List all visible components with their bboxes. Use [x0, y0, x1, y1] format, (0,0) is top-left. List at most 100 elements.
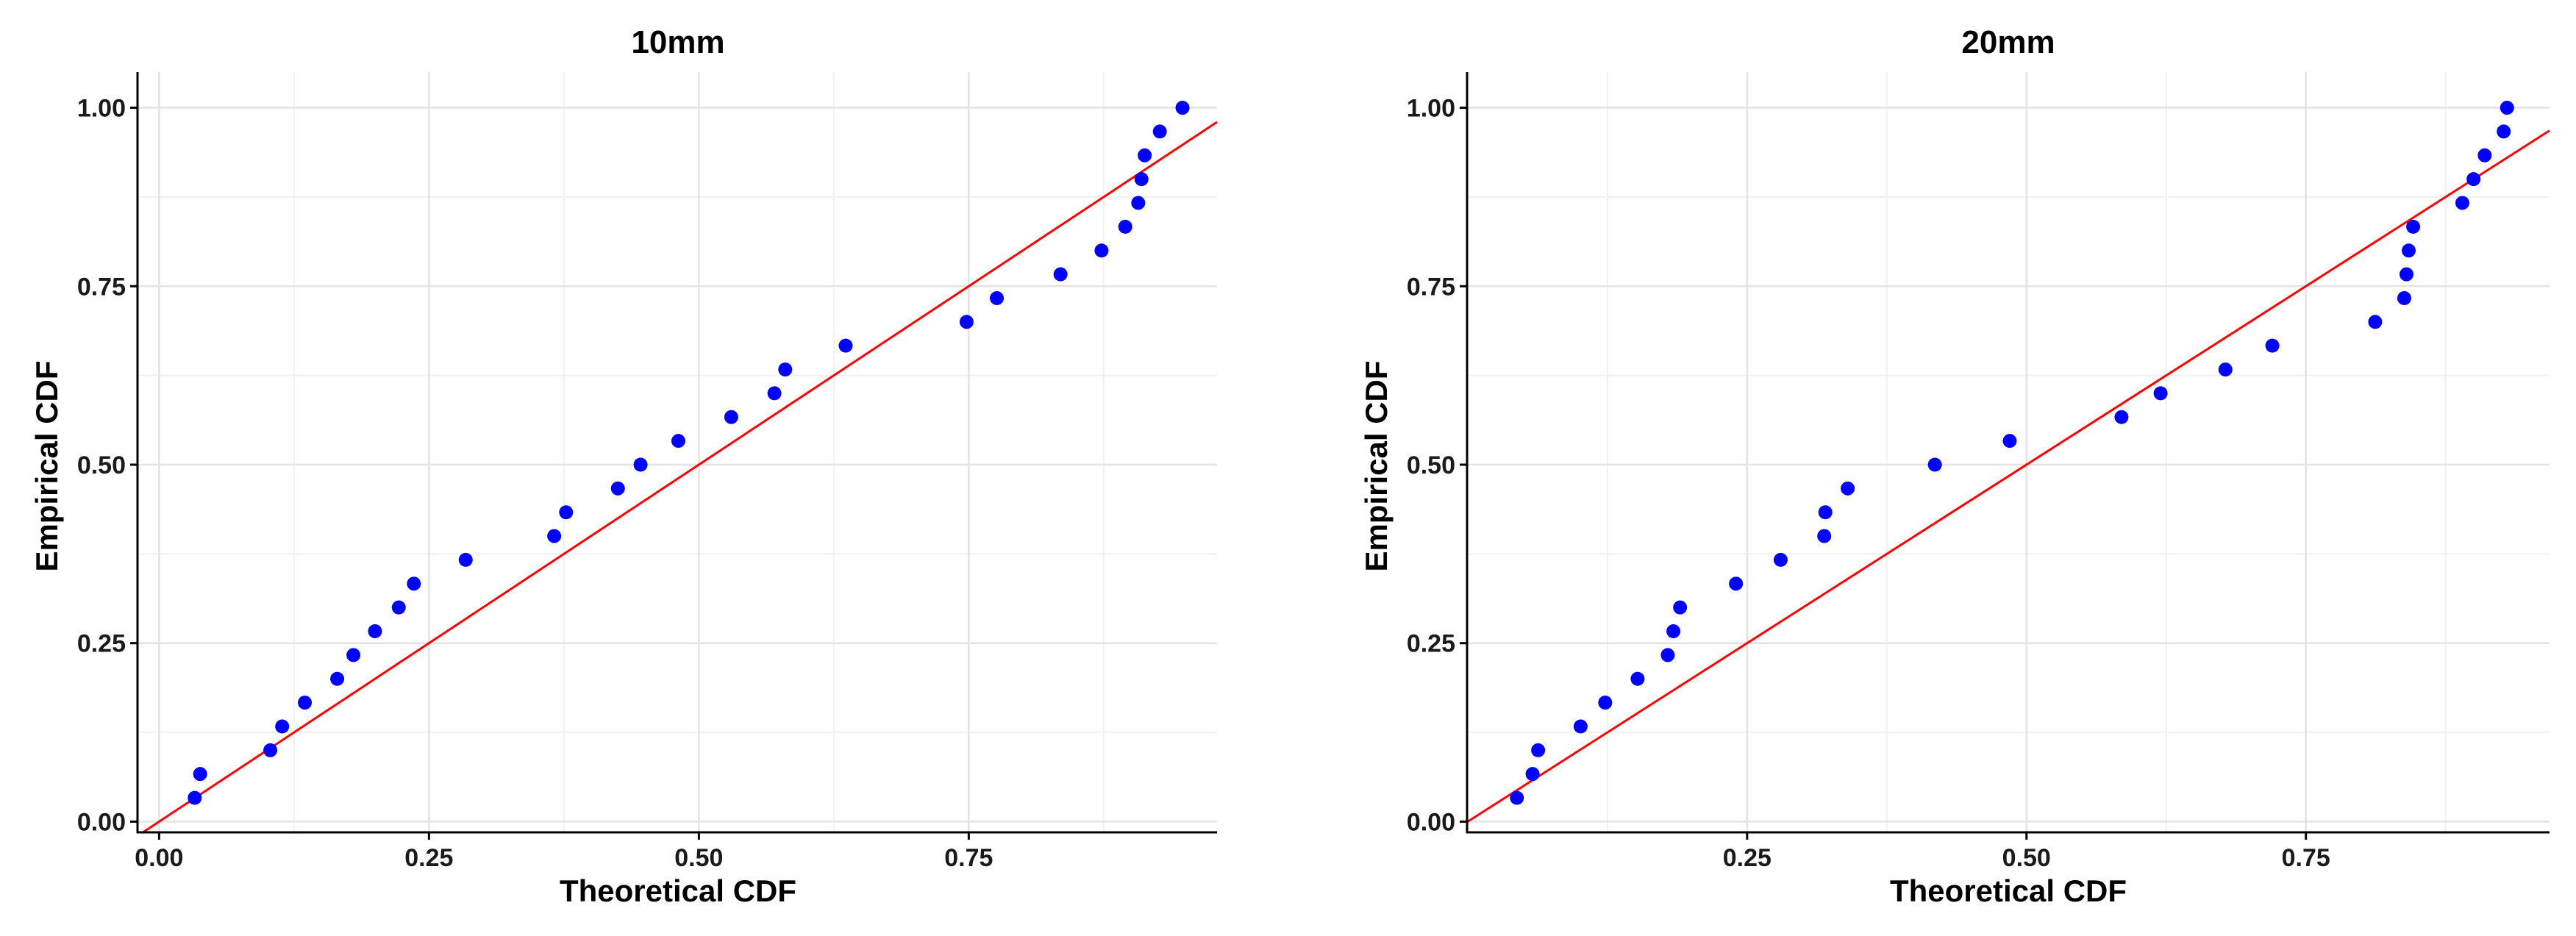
x-tick-label: 0.75	[944, 844, 993, 872]
y-tick-label: 0.50	[77, 451, 126, 479]
data-point	[1729, 576, 1744, 591]
data-point	[2368, 315, 2383, 329]
x-tick-label: 0.00	[135, 844, 183, 872]
y-axis-title: Empirical CDF	[29, 360, 64, 571]
data-point	[2399, 267, 2413, 282]
data-point	[1817, 529, 1832, 543]
data-point	[838, 338, 853, 353]
grid-lines	[1467, 72, 2550, 832]
x-ticks: 0.00 0.25 0.50 0.75	[135, 832, 993, 872]
data-point	[275, 719, 290, 734]
panel-title: 20mm	[1961, 24, 2055, 60]
data-point	[2218, 362, 2233, 377]
data-point	[2477, 148, 2492, 162]
data-point	[2466, 172, 2481, 187]
reference-line-group	[1466, 129, 2550, 824]
data-point	[346, 648, 361, 662]
y-tick-label: 0.00	[1407, 808, 1455, 836]
y-ticks: 0.00 0.25 0.50 0.75 1.00	[77, 95, 138, 836]
data-point	[559, 505, 574, 520]
data-point	[767, 386, 782, 401]
data-point	[724, 410, 738, 424]
data-point	[1630, 671, 1645, 686]
data-point	[368, 624, 382, 638]
data-point	[1138, 148, 1152, 162]
y-tick-label: 0.75	[77, 273, 126, 301]
data-point	[1175, 101, 1190, 115]
axes	[1466, 72, 2550, 834]
data-point	[2397, 290, 2411, 305]
data-point	[671, 434, 685, 449]
x-ticks: 0.25 0.50 0.75	[1723, 832, 2330, 872]
data-point	[1573, 719, 1588, 734]
data-point	[547, 529, 562, 543]
data-point	[330, 671, 345, 686]
data-point	[2500, 101, 2514, 115]
data-point	[1666, 624, 1681, 638]
grid-lines	[138, 72, 1217, 832]
data-point	[1773, 552, 1788, 567]
x-tick-label: 0.50	[674, 844, 723, 872]
data-point	[298, 696, 313, 710]
reference-line-group	[142, 121, 1218, 834]
y-axis-title: Empirical CDF	[1359, 360, 1394, 571]
data-point	[959, 315, 974, 329]
y-tick-label: 1.00	[77, 95, 126, 123]
data-point	[1598, 696, 1613, 710]
y-tick-label: 0.00	[77, 808, 126, 836]
x-tick-label: 0.75	[2282, 844, 2330, 872]
x-axis-title: Theoretical CDF	[1890, 874, 2127, 908]
x-tick-label: 0.25	[1723, 844, 1772, 872]
data-point	[778, 362, 793, 377]
x-tick-label: 0.25	[404, 844, 453, 872]
data-point	[2114, 410, 2129, 424]
data-point	[2497, 124, 2511, 139]
data-point	[1818, 505, 1833, 520]
data-point	[263, 743, 278, 757]
reference-line	[142, 121, 1218, 834]
data-point	[1841, 481, 1855, 496]
data-point	[188, 790, 202, 805]
data-point	[2002, 434, 2017, 449]
y-tick-label: 0.25	[77, 630, 126, 658]
y-tick-label: 0.25	[1407, 630, 1455, 658]
data-point	[2402, 243, 2416, 258]
panel-20mm: 20mm 0.25 0.50 0.75 0.00 0.25 0.50 0.75 1.00 T…	[1359, 24, 2550, 908]
data-point	[2265, 338, 2280, 353]
data-point	[1134, 172, 1149, 187]
data-point	[1510, 790, 1524, 805]
data-point	[1152, 124, 1167, 139]
data-point	[391, 600, 406, 615]
points-group	[1510, 101, 2514, 805]
y-tick-label: 1.00	[1407, 95, 1455, 123]
axes	[136, 72, 1217, 834]
data-point	[2406, 219, 2421, 234]
data-point	[990, 290, 1005, 305]
data-point	[1053, 267, 1068, 282]
points-group	[188, 101, 1190, 805]
y-tick-label: 0.75	[1407, 273, 1455, 301]
data-point	[633, 457, 648, 472]
data-point	[1094, 243, 1109, 258]
panel-title: 10mm	[631, 24, 724, 60]
data-point	[1531, 743, 1546, 757]
data-point	[1927, 457, 1942, 472]
data-point	[610, 481, 625, 496]
data-point	[193, 767, 207, 782]
data-point	[1131, 196, 1146, 210]
reference-line	[1466, 129, 2550, 824]
y-tick-label: 0.50	[1407, 451, 1455, 479]
data-point	[1673, 600, 1688, 615]
data-point	[458, 552, 473, 567]
panel-10mm: 10mm 0.00 0.25 0.50 0.75 0.00 0.25 0.50 0.75 1.…	[29, 24, 1218, 908]
data-point	[2153, 386, 2168, 401]
data-point	[1660, 648, 1675, 662]
x-tick-label: 0.50	[2002, 844, 2051, 872]
x-axis-title: Theoretical CDF	[560, 874, 796, 908]
y-ticks: 0.00 0.25 0.50 0.75 1.00	[1407, 95, 1467, 836]
data-point	[2455, 196, 2469, 210]
data-point	[1118, 219, 1132, 234]
data-point	[407, 576, 421, 591]
